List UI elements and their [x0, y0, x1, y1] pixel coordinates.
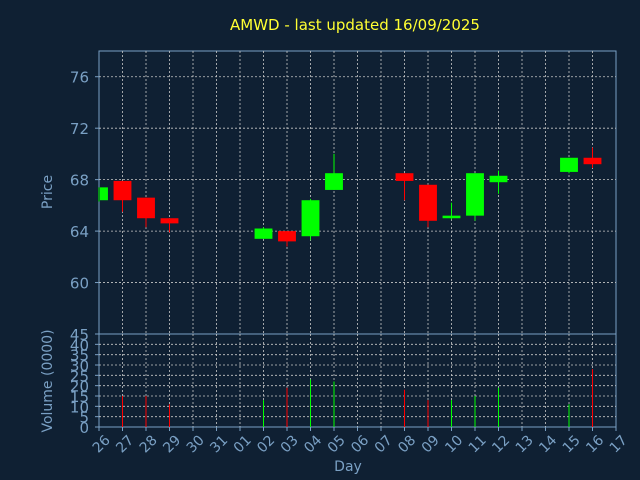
x-tick-label: 01: [231, 432, 255, 456]
volume-tick-label: 30: [70, 357, 89, 375]
candle-body: [560, 157, 578, 172]
volume-tick-label: 5: [79, 409, 89, 427]
x-tick-label: 03: [278, 432, 302, 456]
volume-tick-label: 35: [70, 347, 89, 365]
volume-tick-label: 15: [70, 388, 89, 406]
volume-axis-label: Volume (0000): [40, 329, 56, 432]
candle-body: [583, 157, 602, 165]
price-tick-label: 64: [70, 223, 89, 241]
x-tick-label: 27: [113, 432, 137, 456]
volume-bars: [122, 369, 593, 427]
volume-tick-label: 45: [70, 326, 89, 344]
candle-body: [301, 200, 320, 237]
x-tick-label: 08: [395, 432, 419, 456]
x-tick-label: 06: [348, 432, 372, 456]
candle-body: [419, 184, 437, 221]
axis-ticks: 26 27 28 29 30 31 01 02 03 04 05 06 07 08 09 10 11 12 13 14…: [70, 69, 631, 457]
candle-body: [113, 180, 132, 201]
price-tick-label: 72: [70, 120, 89, 138]
candle-body: [137, 197, 155, 219]
candle-body: [254, 228, 273, 239]
volume-tick-label: 20: [70, 378, 89, 396]
x-tick-label: 14: [536, 432, 560, 456]
x-tick-label: 15: [560, 432, 584, 456]
x-tick-label: 10: [442, 432, 466, 456]
candle-body: [278, 231, 296, 242]
volume-tick-label: 0: [79, 419, 89, 437]
x-tick-label: 29: [160, 432, 184, 456]
volume-tick-label: 40: [70, 336, 89, 354]
candle-body: [395, 173, 414, 181]
chart-title: AMWD - last updated 16/09/2025: [230, 16, 480, 34]
candle-body: [442, 215, 461, 219]
candle-body: [489, 175, 508, 183]
price-axis-label: Price: [40, 175, 56, 209]
grid-lines: [99, 51, 616, 427]
x-tick-label: 11: [466, 432, 490, 456]
x-tick-label: 17: [607, 432, 631, 456]
x-tick-label: 12: [489, 432, 513, 456]
price-tick-label: 60: [70, 275, 89, 293]
volume-tick-label: 10: [70, 398, 89, 416]
candle-body: [466, 173, 484, 216]
x-axis-label: Day: [334, 459, 362, 475]
x-tick-label: 28: [137, 432, 161, 456]
price-tick-label: 76: [70, 69, 89, 87]
candle-body: [160, 218, 179, 224]
x-tick-label: 30: [184, 432, 208, 456]
x-tick-label: 16: [583, 432, 607, 456]
x-tick-label: 09: [419, 432, 443, 456]
x-tick-label: 26: [90, 432, 114, 456]
x-tick-label: 31: [207, 432, 231, 456]
candles: [98, 147, 602, 247]
candle-body: [100, 187, 108, 201]
x-tick-label: 07: [372, 432, 396, 456]
volume-tick-label: 25: [70, 367, 89, 385]
x-tick-label: 13: [513, 432, 537, 456]
x-tick-label: 05: [325, 432, 349, 456]
x-tick-label: 04: [301, 432, 325, 456]
price-tick-label: 68: [70, 172, 89, 190]
x-tick-label: 02: [254, 432, 278, 456]
candle-body: [325, 173, 343, 190]
